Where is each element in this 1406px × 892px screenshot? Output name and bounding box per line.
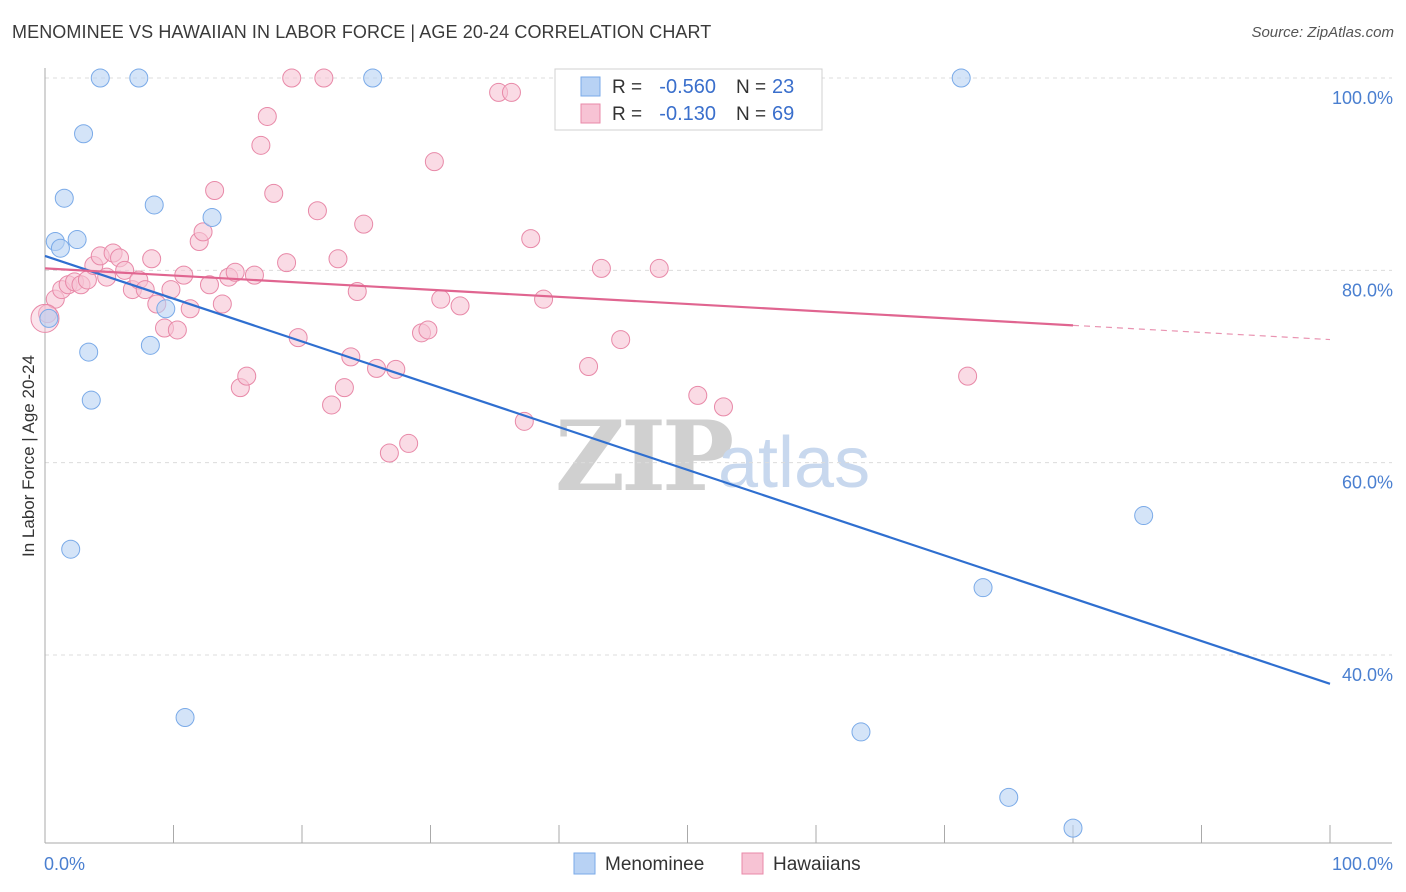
legend-r-label: R = xyxy=(612,104,642,125)
data-point xyxy=(251,135,271,155)
trend-line-hawaiians xyxy=(44,267,1074,327)
y-axis-title: In Labor Force | Age 20-24 xyxy=(19,355,38,557)
y-tick-labels: 100.0% 80.0% 60.0% 40.0% xyxy=(1332,88,1393,685)
data-point xyxy=(167,320,187,340)
data-point xyxy=(205,181,225,201)
data-point xyxy=(175,708,195,728)
data-point xyxy=(999,787,1019,807)
data-point xyxy=(225,262,245,282)
legend-n-label: N = xyxy=(736,77,766,98)
data-point xyxy=(314,68,334,88)
trend-line-menominee xyxy=(44,254,1331,685)
data-point xyxy=(591,258,611,278)
axes xyxy=(44,68,1392,844)
data-point xyxy=(81,390,101,410)
data-point xyxy=(67,230,87,250)
bottom-legend-swatch xyxy=(573,852,596,875)
chart-source: Source: ZipAtlas.com xyxy=(1251,24,1394,41)
data-point xyxy=(257,106,277,126)
bottom-legend: Menominee Hawaiians xyxy=(573,852,861,875)
legend-swatch xyxy=(580,103,601,124)
data-point xyxy=(322,395,342,415)
data-point xyxy=(851,722,871,742)
trend-layer xyxy=(44,254,1331,685)
data-point xyxy=(399,433,419,453)
legend-n-value: 23 xyxy=(772,76,794,98)
series-hawaiians xyxy=(30,68,978,463)
bottom-legend-label: Menominee xyxy=(605,854,704,875)
trend-line-extension-hawaiians xyxy=(1072,324,1331,341)
y-tick-label: 100.0% xyxy=(1332,88,1393,108)
data-point xyxy=(74,124,94,144)
data-point xyxy=(307,201,327,221)
gridlines xyxy=(45,77,1392,656)
data-point xyxy=(212,294,232,314)
data-point xyxy=(180,299,200,319)
y-tick-label: 40.0% xyxy=(1342,665,1393,685)
data-point xyxy=(144,195,164,215)
legend-r-value: -0.560 xyxy=(659,76,716,98)
data-point xyxy=(521,229,541,249)
bottom-legend-swatch xyxy=(741,852,764,875)
data-point xyxy=(328,249,348,269)
data-point xyxy=(450,296,470,316)
x-tick-label: 100.0% xyxy=(1332,854,1393,874)
data-point xyxy=(54,188,74,208)
data-point xyxy=(202,207,222,227)
data-point xyxy=(1134,506,1154,526)
legend-n-label: N = xyxy=(736,104,766,125)
data-point xyxy=(418,320,438,340)
data-point xyxy=(649,258,669,278)
data-point xyxy=(379,443,399,463)
data-point xyxy=(363,68,383,88)
data-point xyxy=(156,299,176,319)
x-tick-label: 0.0% xyxy=(44,854,85,874)
data-point xyxy=(193,222,213,242)
x-tick-labels: 0.0% 100.0% xyxy=(44,854,1393,874)
data-point xyxy=(140,335,160,355)
legend-swatch xyxy=(580,76,601,97)
data-point xyxy=(951,68,971,88)
legend-r-value: -0.130 xyxy=(659,103,716,125)
data-point xyxy=(61,539,81,559)
data-point xyxy=(713,397,733,417)
data-point xyxy=(501,82,521,102)
data-point xyxy=(958,366,978,386)
data-point xyxy=(39,308,59,328)
data-point xyxy=(129,68,149,88)
data-point xyxy=(1063,818,1083,838)
bottom-legend-label: Hawaiians xyxy=(773,854,861,875)
legend-box: R = -0.560 N = 23 R = -0.130 N = 69 xyxy=(554,68,823,131)
data-point xyxy=(277,253,297,273)
data-point xyxy=(424,152,444,172)
points-layer xyxy=(30,68,1154,838)
data-point xyxy=(237,366,257,386)
data-point xyxy=(973,578,993,598)
data-point xyxy=(334,378,354,398)
series-menominee xyxy=(39,68,1154,838)
data-point xyxy=(115,260,135,280)
data-point xyxy=(282,68,302,88)
data-point xyxy=(611,330,631,350)
watermark-zip: ZIP xyxy=(555,400,732,513)
watermark: ZIP atlas xyxy=(555,400,870,513)
data-point xyxy=(579,357,599,376)
data-point xyxy=(142,249,162,269)
data-point xyxy=(431,289,451,309)
legend-n-value: 69 xyxy=(772,103,794,125)
y-tick-label: 60.0% xyxy=(1342,473,1393,493)
data-point xyxy=(688,385,708,405)
data-point xyxy=(79,342,99,362)
data-point xyxy=(199,275,219,295)
data-point xyxy=(534,289,554,309)
data-point xyxy=(264,183,284,203)
data-point xyxy=(354,214,374,234)
data-point xyxy=(50,238,70,258)
data-point xyxy=(90,68,110,88)
legend-r-label: R = xyxy=(612,77,642,98)
chart-title: MENOMINEE VS HAWAIIAN IN LABOR FORCE | A… xyxy=(12,22,712,42)
y-tick-label: 80.0% xyxy=(1342,280,1393,300)
